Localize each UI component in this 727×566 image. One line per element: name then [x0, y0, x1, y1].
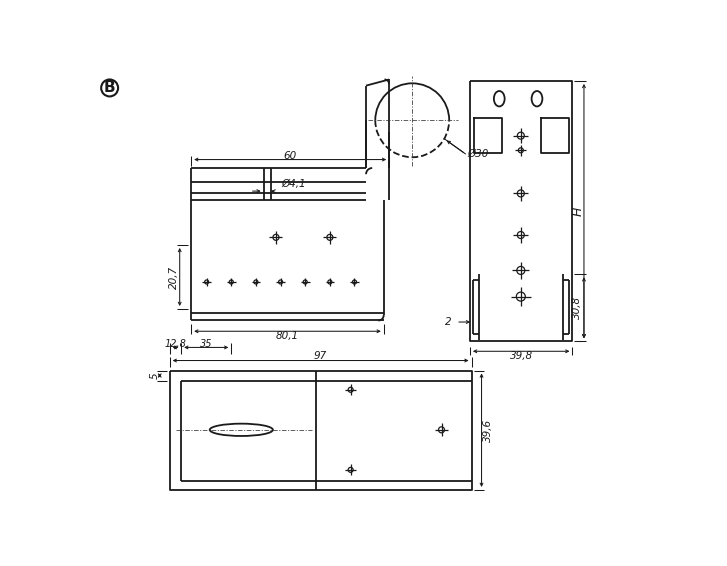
Text: 60: 60 [284, 151, 297, 161]
Text: 97: 97 [314, 351, 327, 361]
Text: 39,6: 39,6 [483, 419, 494, 442]
Text: 39,8: 39,8 [510, 351, 533, 361]
Text: 20,7: 20,7 [169, 265, 179, 289]
Text: 30,8: 30,8 [572, 296, 582, 319]
Text: 35: 35 [200, 338, 212, 349]
Text: H: H [572, 207, 585, 216]
Text: Ø30: Ø30 [467, 149, 489, 159]
Text: Ø4,1: Ø4,1 [281, 179, 306, 189]
Text: 2: 2 [445, 317, 451, 327]
Text: B: B [104, 80, 116, 96]
Text: 80,1: 80,1 [276, 331, 299, 341]
Text: 12,8: 12,8 [164, 338, 186, 349]
Text: 5: 5 [150, 372, 160, 379]
